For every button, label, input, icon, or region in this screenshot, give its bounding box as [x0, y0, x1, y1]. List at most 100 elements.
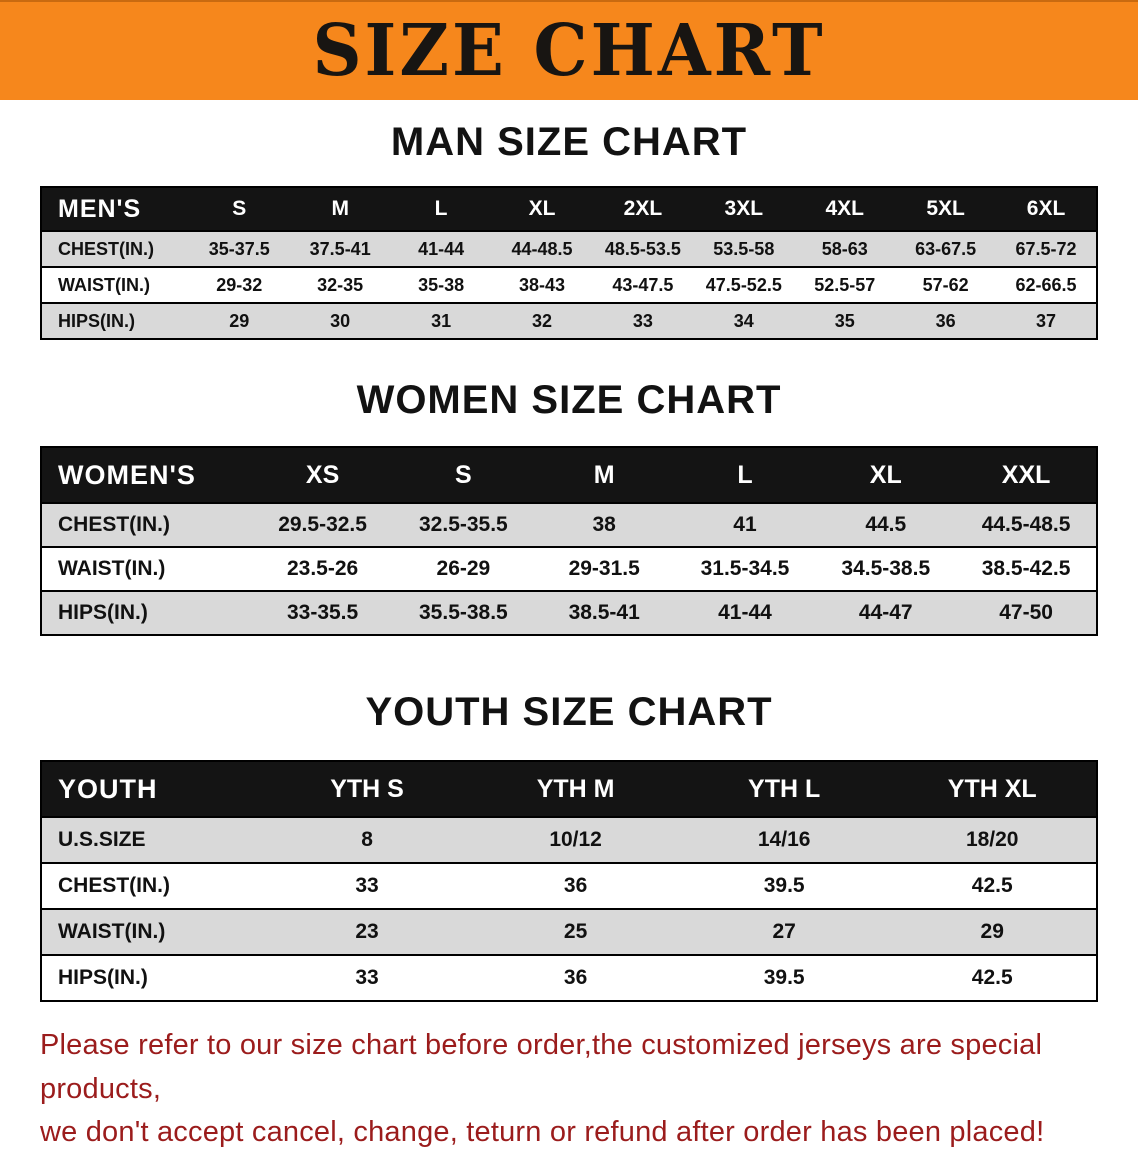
- value-cell: 44.5: [815, 502, 957, 547]
- row-label: CHEST(IN.): [41, 230, 189, 267]
- value-cell: 41-44: [390, 230, 492, 267]
- value-cell: 52.5-57: [794, 266, 896, 303]
- value-cell: 62-66.5: [996, 266, 1097, 303]
- youth-size-header: YTH XL: [888, 761, 1097, 817]
- youth-table-row: HIPS(IN.) 33 36 39.5 42.5: [41, 954, 1097, 1001]
- value-cell: 39.5: [679, 954, 889, 1001]
- value-cell: 36: [895, 302, 997, 339]
- womens-size-table: WOMEN'S XS S M L XL XXL CHEST(IN.) 29.5-32.5 32.5…: [40, 446, 1098, 636]
- mens-size-header: 5XL: [895, 187, 997, 231]
- mens-table-row: HIPS(IN.) 29 30 31 32 33 34 35 36 37: [41, 302, 1097, 339]
- value-cell: 58-63: [794, 230, 896, 267]
- value-cell: 47.5-52.5: [693, 266, 795, 303]
- value-cell: 33: [262, 862, 472, 909]
- youth-size-header: YTH L: [679, 761, 889, 817]
- row-label: CHEST(IN.): [41, 502, 253, 547]
- mens-size-header: M: [289, 187, 391, 231]
- value-cell: 44-47: [815, 590, 957, 635]
- value-cell: 30: [289, 302, 391, 339]
- value-cell: 33: [592, 302, 694, 339]
- youth-header-row: YOUTH YTH S YTH M YTH L YTH XL: [41, 761, 1097, 817]
- womens-size-header: XS: [252, 447, 393, 503]
- page-title: SIZE CHART: [312, 9, 826, 94]
- womens-section-title: WOMEN SIZE CHART: [356, 378, 782, 422]
- value-cell: 42.5: [888, 862, 1097, 909]
- value-cell: 32.5-35.5: [392, 502, 534, 547]
- value-cell: 39.5: [679, 862, 889, 909]
- womens-header-row: WOMEN'S XS S M L XL XXL: [41, 447, 1097, 503]
- value-cell: 37.5-41: [289, 230, 391, 267]
- mens-size-header: 6XL: [996, 187, 1097, 231]
- value-cell: 29: [888, 908, 1097, 955]
- value-cell: 35: [794, 302, 896, 339]
- value-cell: 23.5-26: [252, 546, 393, 591]
- value-cell: 26-29: [392, 546, 534, 591]
- value-cell: 36: [471, 862, 680, 909]
- row-label: WAIST(IN.): [41, 266, 189, 303]
- value-cell: 38: [533, 502, 675, 547]
- value-cell: 53.5-58: [693, 230, 795, 267]
- womens-size-header: S: [392, 447, 534, 503]
- youth-size-table: YOUTH YTH S YTH M YTH L YTH XL U.S.SIZE 8 10/12…: [40, 760, 1098, 1002]
- row-label: CHEST(IN.): [41, 862, 263, 909]
- mens-header-row: MEN'S S M L XL 2XL 3XL 4XL 5XL 6XL: [41, 187, 1097, 231]
- row-label: WAIST(IN.): [41, 908, 263, 955]
- youth-size-header: YTH S: [262, 761, 472, 817]
- value-cell: 29-32: [188, 266, 290, 303]
- mens-size-header: XL: [491, 187, 593, 231]
- mens-size-header: 3XL: [693, 187, 795, 231]
- row-label: HIPS(IN.): [41, 590, 253, 635]
- youth-size-header: YTH M: [471, 761, 680, 817]
- womens-table-row: CHEST(IN.) 29.5-32.5 32.5-35.5 38 41 44.5 44.5…: [41, 502, 1097, 547]
- value-cell: 32-35: [289, 266, 391, 303]
- mens-size-header: S: [188, 187, 290, 231]
- value-cell: 14/16: [679, 816, 889, 863]
- value-cell: 23: [262, 908, 472, 955]
- youth-table-row: U.S.SIZE 8 10/12 14/16 18/20: [41, 816, 1097, 863]
- value-cell: 42.5: [888, 954, 1097, 1001]
- notice-line-2: we don't accept cancel, change, teturn o…: [40, 1116, 1045, 1148]
- mens-size-header: L: [390, 187, 492, 231]
- value-cell: 34: [693, 302, 795, 339]
- value-cell: 33-35.5: [252, 590, 393, 635]
- value-cell: 37: [996, 302, 1097, 339]
- womens-size-header: M: [533, 447, 675, 503]
- footer-notice: Please refer to our size chart before or…: [40, 1024, 1138, 1155]
- womens-size-header: L: [674, 447, 816, 503]
- value-cell: 29-31.5: [533, 546, 675, 591]
- value-cell: 25: [471, 908, 680, 955]
- mens-table-label: MEN'S: [41, 187, 189, 231]
- value-cell: 63-67.5: [895, 230, 997, 267]
- value-cell: 32: [491, 302, 593, 339]
- value-cell: 8: [262, 816, 472, 863]
- value-cell: 57-62: [895, 266, 997, 303]
- value-cell: 35-38: [390, 266, 492, 303]
- value-cell: 36: [471, 954, 680, 1001]
- value-cell: 10/12: [471, 816, 680, 863]
- value-cell: 29: [188, 302, 290, 339]
- youth-table-row: WAIST(IN.) 23 25 27 29: [41, 908, 1097, 955]
- value-cell: 35-37.5: [188, 230, 290, 267]
- value-cell: 67.5-72: [996, 230, 1097, 267]
- mens-size-header: 2XL: [592, 187, 694, 231]
- mens-section-title: MAN SIZE CHART: [390, 120, 748, 164]
- womens-section: WOMEN SIZE CHART WOMEN'S XS S M L XL XXL CHEST(I…: [0, 378, 1138, 636]
- value-cell: 31.5-34.5: [674, 546, 816, 591]
- value-cell: 44-48.5: [491, 230, 593, 267]
- mens-size-table: MEN'S S M L XL 2XL 3XL 4XL 5XL 6XL CHEST(IN.) 35-37…: [40, 186, 1098, 340]
- mens-section: MAN SIZE CHART MEN'S S M L XL 2XL 3XL 4XL 5XL 6XL C…: [0, 120, 1138, 340]
- charts-container: MAN SIZE CHART MEN'S S M L XL 2XL 3XL 4XL 5XL 6XL C…: [0, 120, 1138, 1002]
- value-cell: 38.5-41: [533, 590, 675, 635]
- value-cell: 44.5-48.5: [956, 502, 1097, 547]
- youth-section: YOUTH SIZE CHART YOUTH YTH S YTH M YTH L YTH …: [0, 690, 1138, 1002]
- value-cell: 38-43: [491, 266, 593, 303]
- mens-table-row: CHEST(IN.) 35-37.5 37.5-41 41-44 44-48.5 48.5…: [41, 230, 1097, 267]
- value-cell: 41-44: [674, 590, 816, 635]
- youth-table-row: CHEST(IN.) 33 36 39.5 42.5: [41, 862, 1097, 909]
- womens-table-row: WAIST(IN.) 23.5-26 26-29 29-31.5 31.5-34.5 34…: [41, 546, 1097, 591]
- value-cell: 34.5-38.5: [815, 546, 957, 591]
- row-label: HIPS(IN.): [41, 302, 189, 339]
- value-cell: 41: [674, 502, 816, 547]
- value-cell: 48.5-53.5: [592, 230, 694, 267]
